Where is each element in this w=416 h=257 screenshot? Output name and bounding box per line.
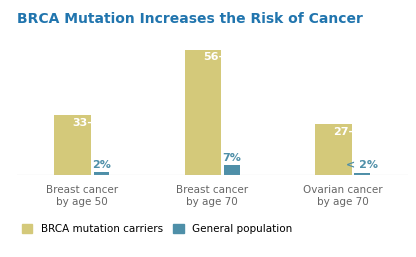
- Bar: [54, 115, 91, 175]
- Text: BRCA Mutation Increases the Risk of Cancer: BRCA Mutation Increases the Risk of Canc…: [17, 12, 362, 25]
- Text: 7%: 7%: [222, 152, 241, 162]
- Bar: [354, 173, 370, 175]
- Bar: [185, 50, 221, 175]
- Text: 27-44%: 27-44%: [333, 126, 380, 136]
- Text: < 2%: < 2%: [346, 160, 378, 170]
- Text: 2%: 2%: [92, 160, 111, 170]
- Legend: BRCA mutation carriers, General population: BRCA mutation carriers, General populati…: [22, 224, 292, 234]
- Text: 56-87%: 56-87%: [203, 52, 250, 62]
- Bar: [94, 172, 109, 175]
- Bar: [315, 124, 352, 175]
- Text: 33-50%: 33-50%: [73, 118, 119, 128]
- Bar: [224, 165, 240, 175]
